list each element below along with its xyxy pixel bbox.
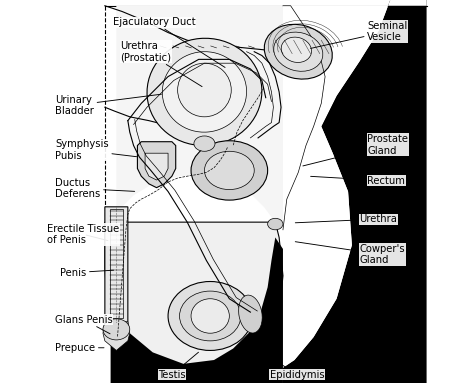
Polygon shape	[103, 322, 130, 350]
Ellipse shape	[178, 63, 231, 117]
Ellipse shape	[191, 299, 229, 333]
Polygon shape	[283, 0, 427, 383]
Ellipse shape	[194, 136, 215, 151]
Ellipse shape	[180, 291, 241, 341]
Ellipse shape	[204, 151, 254, 190]
Text: Urethra
(Prostatic): Urethra (Prostatic)	[120, 41, 202, 87]
Text: Glans Penis: Glans Penis	[55, 315, 113, 334]
Text: Urethra: Urethra	[295, 214, 397, 224]
Text: Symphysis
Pubis: Symphysis Pubis	[55, 139, 137, 161]
Text: Prostate
Gland: Prostate Gland	[303, 134, 408, 166]
Text: Urinary
Bladder: Urinary Bladder	[55, 94, 162, 116]
Ellipse shape	[191, 141, 268, 200]
Polygon shape	[105, 6, 283, 222]
Ellipse shape	[168, 282, 252, 350]
Text: Erectile Tissue
of Penis: Erectile Tissue of Penis	[47, 224, 119, 245]
Polygon shape	[137, 142, 176, 188]
Text: Ductus
Deferens: Ductus Deferens	[55, 178, 135, 199]
Ellipse shape	[162, 52, 246, 132]
Ellipse shape	[281, 37, 311, 62]
Ellipse shape	[147, 38, 262, 146]
Ellipse shape	[264, 24, 332, 79]
Polygon shape	[283, 0, 427, 383]
Polygon shape	[105, 222, 283, 375]
Text: Prepuce: Prepuce	[55, 343, 104, 353]
Polygon shape	[145, 153, 168, 180]
Polygon shape	[110, 237, 283, 383]
Text: Rectum: Rectum	[310, 176, 405, 186]
Ellipse shape	[273, 32, 323, 71]
Ellipse shape	[103, 319, 130, 340]
Text: Ejaculatory Duct: Ejaculatory Duct	[112, 17, 225, 67]
Text: Testis: Testis	[158, 352, 199, 380]
Ellipse shape	[268, 218, 283, 230]
Ellipse shape	[238, 295, 262, 333]
Polygon shape	[105, 207, 128, 349]
Text: Cowper's
Gland: Cowper's Gland	[295, 242, 405, 265]
Text: Seminal
Vesicle: Seminal Vesicle	[310, 21, 408, 48]
Text: Penis: Penis	[60, 268, 114, 278]
Text: Epididymis: Epididymis	[256, 348, 324, 380]
